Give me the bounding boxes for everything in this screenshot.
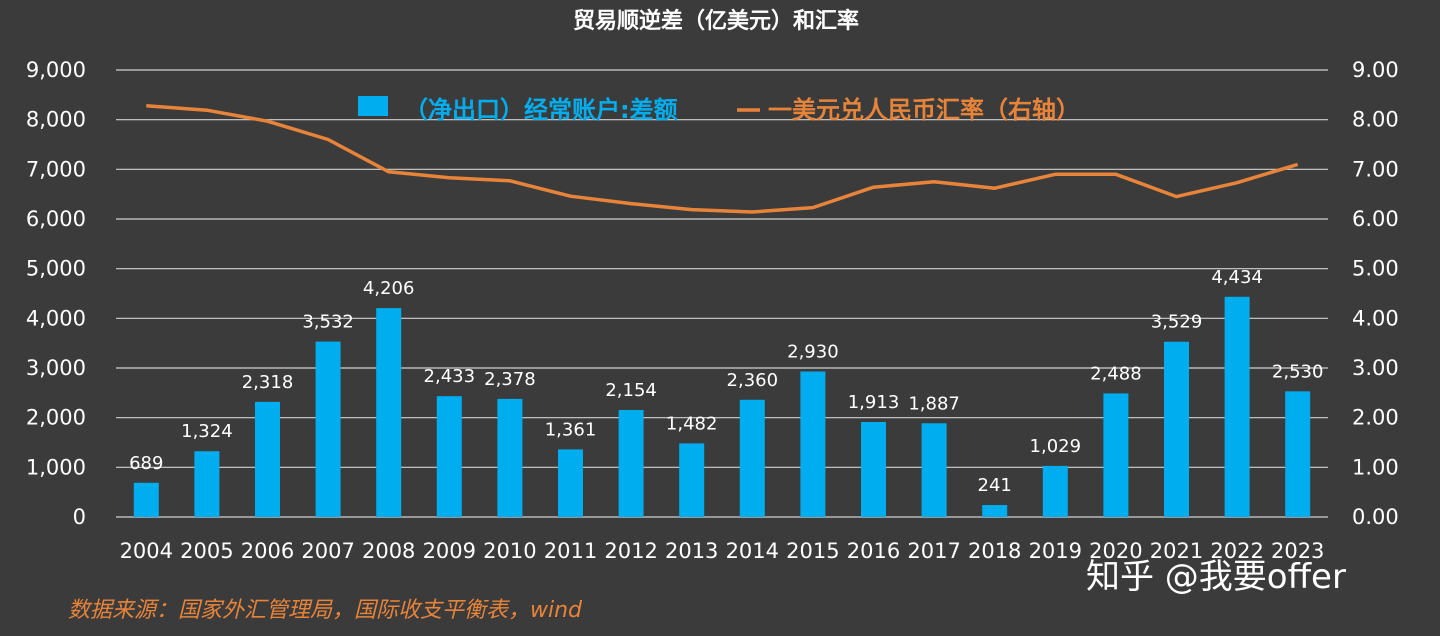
bar-data-label: 2,378 — [484, 369, 536, 390]
x-tick-label: 2007 — [301, 539, 354, 563]
y-left-tick-label: 2,000 — [26, 406, 86, 430]
bar — [315, 341, 341, 517]
x-tick-label: 2017 — [907, 539, 960, 563]
bar — [1164, 341, 1189, 517]
chart-title: 贸易顺逆差（亿美元）和汇率 — [573, 8, 859, 34]
y-left-tick-label: 5,000 — [26, 257, 86, 281]
y-left-tick-label: 6,000 — [26, 207, 86, 231]
bar — [982, 505, 1008, 517]
bar — [679, 443, 705, 517]
bar-series — [133, 296, 1311, 517]
bar-data-label: 1,324 — [181, 421, 233, 442]
x-tick-label: 2009 — [423, 539, 476, 563]
x-tick-label: 2005 — [180, 539, 233, 563]
y-left-tick-label: 3,000 — [26, 356, 86, 380]
x-axis-ticks: 2004 2005 2006 2007 2008 2009 2010 2011 2012 2013… — [120, 539, 1325, 563]
bar — [376, 308, 402, 517]
bar — [255, 401, 280, 517]
x-tick-label: 2022 — [1210, 539, 1263, 563]
bar-data-label: 4,434 — [1211, 267, 1263, 288]
bar-data-label: 2,488 — [1090, 363, 1142, 384]
exchange-rate-line — [146, 104, 1299, 214]
bar-data-label: 2,433 — [424, 366, 476, 387]
y-right-tick-label: 2.00 — [1352, 406, 1399, 430]
x-tick-label: 2019 — [1029, 539, 1082, 563]
x-tick-label: 2018 — [968, 539, 1021, 563]
bar-data-label: 2,318 — [242, 372, 294, 393]
bar — [921, 423, 947, 517]
x-tick-label: 2020 — [1089, 539, 1142, 563]
bar-data-labels: 689 1,324 2,318 3,532 4,206 2,433 2,378 1,361 2,… — [129, 267, 1323, 496]
y-right-tick-label: 7.00 — [1352, 157, 1399, 181]
y-right-tick-label: 3.00 — [1352, 356, 1399, 380]
bar-data-label: 3,529 — [1151, 312, 1203, 333]
bar — [1103, 393, 1129, 517]
gridlines — [116, 69, 1328, 518]
y-right-tick-label: 1.00 — [1352, 455, 1399, 479]
bar — [558, 449, 583, 517]
x-tick-label: 2004 — [120, 539, 173, 563]
y-right-tick-label: 8.00 — [1352, 108, 1399, 132]
y-left-tick-label: 4,000 — [26, 306, 86, 330]
bar-data-label: 689 — [129, 453, 163, 474]
x-tick-label: 2010 — [483, 539, 536, 563]
source-note: 数据来源：国家外汇管理局，国际收支平衡表，wind — [68, 598, 583, 623]
bar — [1285, 391, 1311, 517]
x-tick-label: 2021 — [1150, 539, 1203, 563]
legend-swatch-bar — [358, 96, 388, 116]
x-tick-label: 2012 — [604, 539, 657, 563]
bar-data-label: 2,930 — [787, 341, 839, 362]
y-right-tick-label: 4.00 — [1352, 306, 1399, 330]
x-tick-label: 2006 — [241, 539, 294, 563]
x-tick-label: 2016 — [847, 539, 900, 563]
bar-data-label: 2,360 — [727, 370, 779, 391]
x-tick-label: 2013 — [665, 539, 718, 563]
bar — [1224, 296, 1250, 517]
x-tick-label: 2011 — [544, 539, 597, 563]
bar-data-label: 1,361 — [545, 419, 597, 440]
bar — [800, 371, 826, 517]
right-axis-ticks: 0.00 1.00 2.00 3.00 4.00 5.00 6.00 7.00 8.00 9.00 — [1352, 58, 1399, 529]
x-tick-label: 2015 — [786, 539, 839, 563]
bar — [497, 398, 523, 517]
bar — [194, 451, 220, 517]
y-right-tick-label: 6.00 — [1352, 207, 1399, 231]
bar-data-label: 1,482 — [666, 413, 718, 434]
bar — [861, 421, 886, 517]
x-tick-label: 2023 — [1271, 539, 1324, 563]
bar — [436, 396, 462, 517]
y-right-tick-label: 0.00 — [1352, 505, 1399, 529]
bar-data-label: 1,913 — [848, 392, 900, 413]
y-left-tick-label: 1,000 — [26, 455, 86, 479]
legend-label-line: 一美元兑人民币汇率（右轴） — [768, 96, 1080, 124]
y-left-tick-label: 7,000 — [26, 157, 86, 181]
bar — [133, 482, 159, 517]
bar — [618, 410, 644, 517]
bar — [1042, 465, 1068, 517]
bar-data-label: 1,029 — [1030, 436, 1082, 457]
legend-label-bar: （净出口）经常账户:差额 — [404, 96, 678, 124]
y-right-tick-label: 5.00 — [1352, 257, 1399, 281]
bar-data-label: 2,530 — [1272, 361, 1324, 382]
bar-data-label: 1,887 — [908, 393, 960, 414]
bar-data-label: 241 — [978, 475, 1012, 496]
x-tick-label: 2008 — [362, 539, 415, 563]
y-left-tick-label: 9,000 — [26, 58, 86, 82]
bar-data-label: 2,154 — [605, 380, 657, 401]
x-tick-label: 2014 — [726, 539, 779, 563]
watermark: 知乎 @我要offer — [1086, 557, 1346, 597]
bar-data-label: 4,206 — [363, 278, 415, 299]
y-right-tick-label: 9.00 — [1352, 58, 1399, 82]
left-axis-ticks: 0 1,000 2,000 3,000 4,000 5,000 6,000 7,000 8,00… — [26, 58, 86, 529]
bar — [739, 399, 765, 517]
y-left-tick-label: 8,000 — [26, 108, 86, 132]
legend: （净出口）经常账户:差额 一美元兑人民币汇率（右轴） — [358, 96, 1080, 124]
y-left-tick-label: 0 — [73, 505, 86, 529]
bar-data-label: 3,532 — [302, 312, 354, 333]
